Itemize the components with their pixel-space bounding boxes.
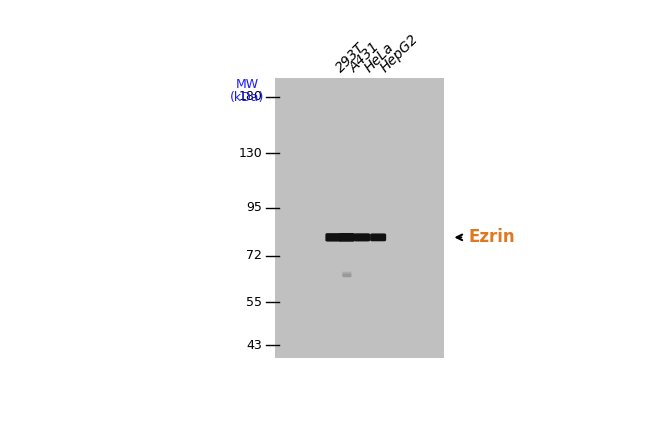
Bar xyxy=(275,78,444,358)
FancyBboxPatch shape xyxy=(343,272,352,275)
Text: 72: 72 xyxy=(246,249,262,262)
Text: 95: 95 xyxy=(246,201,262,214)
Text: MW: MW xyxy=(236,78,259,91)
Text: HepG2: HepG2 xyxy=(378,32,421,75)
Text: HeLa: HeLa xyxy=(362,40,397,75)
FancyBboxPatch shape xyxy=(354,233,370,241)
Text: 43: 43 xyxy=(246,338,262,352)
Text: 130: 130 xyxy=(239,146,262,160)
Text: (kDa): (kDa) xyxy=(230,91,265,104)
Text: 55: 55 xyxy=(246,296,262,309)
FancyBboxPatch shape xyxy=(339,233,355,242)
Text: 293T: 293T xyxy=(333,40,368,75)
FancyBboxPatch shape xyxy=(326,233,341,241)
Text: Ezrin: Ezrin xyxy=(468,228,515,246)
Text: 180: 180 xyxy=(238,90,262,103)
Text: A431: A431 xyxy=(347,40,382,75)
FancyBboxPatch shape xyxy=(343,273,352,277)
FancyBboxPatch shape xyxy=(370,233,386,241)
